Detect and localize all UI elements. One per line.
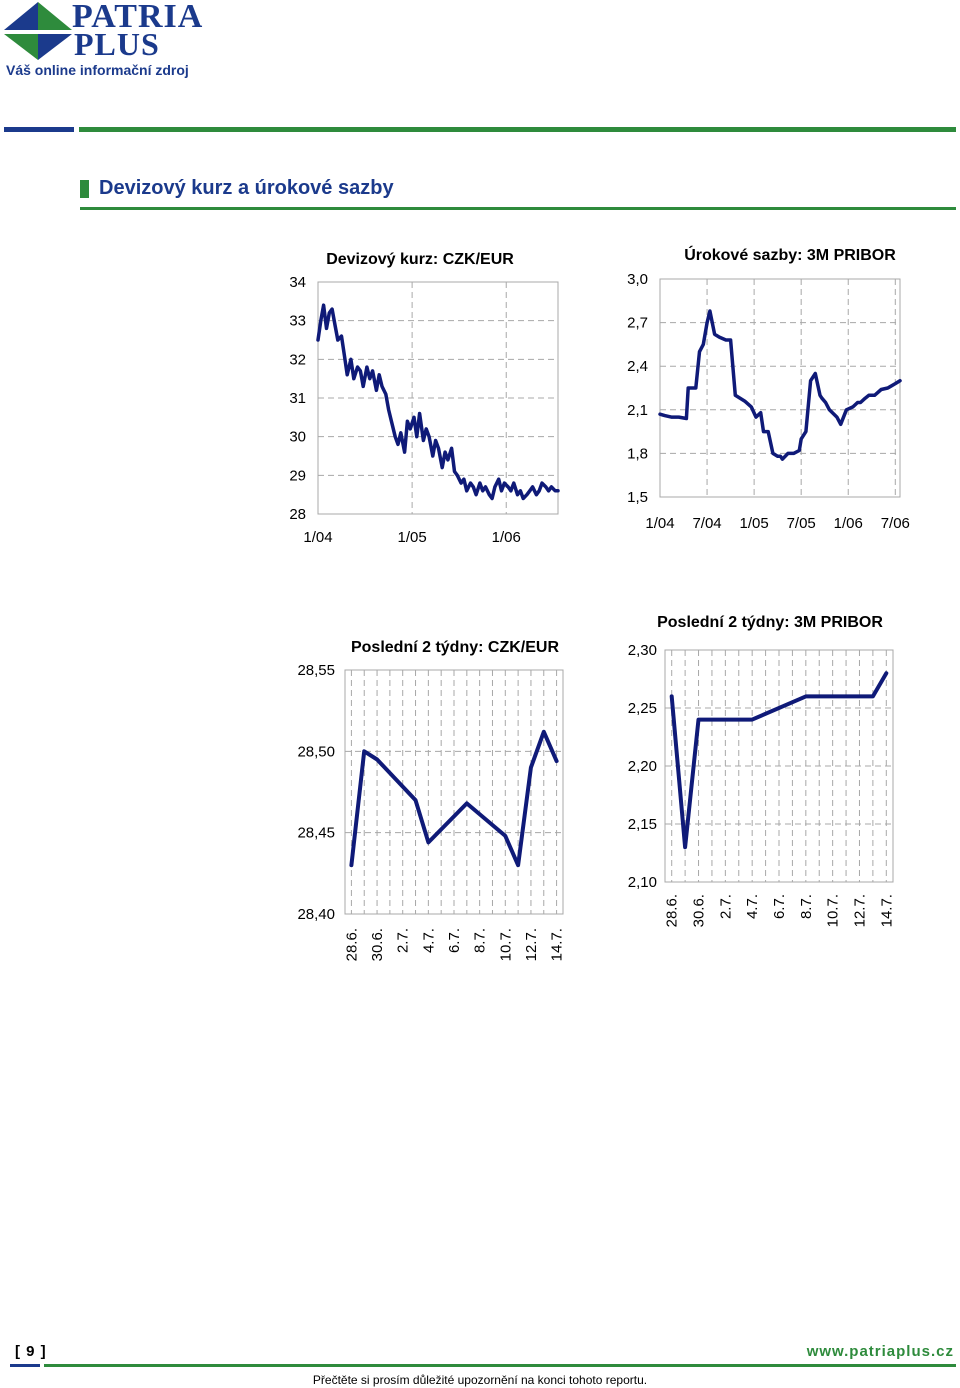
section-title: Devizový kurz a úrokové sazby [99, 177, 394, 199]
x-tick-label: 1/04 [303, 529, 332, 546]
disclaimer-note: Přečtěte si prosím důležité upozornění n… [312, 1373, 648, 1387]
y-tick-label: 28,55 [297, 662, 335, 679]
footer-rule-blue [10, 1364, 40, 1367]
x-tick-label: 12.7. [523, 928, 540, 961]
chart-title: Poslední 2 týdny: 3M PRIBOR [657, 614, 883, 631]
patria-plus-logo[interactable]: PATRIA PLUS Váš online informační zdroj [0, 0, 215, 82]
x-tick-label: 14.7. [549, 928, 566, 961]
y-tick-label: 2,20 [628, 758, 657, 775]
y-tick-label: 31 [289, 390, 306, 407]
x-tick-label: 12.7. [851, 894, 868, 927]
x-tick-label: 7/04 [692, 515, 721, 532]
y-tick-label: 2,30 [628, 642, 657, 659]
page-number: [ 9 ] [15, 1343, 47, 1360]
y-tick-label: 2,1 [627, 402, 648, 419]
y-tick-label: 34 [289, 274, 306, 291]
y-tick-label: 30 [289, 429, 306, 446]
x-tick-label: 30.6. [369, 928, 386, 961]
logo-mark-icon [4, 2, 72, 60]
logo-word-plus: PLUS [74, 26, 160, 62]
chart-title: Devizový kurz: CZK/EUR [326, 251, 514, 268]
chart-czk-eur-short: 28,55 28,50 28,45 28,40 28.6. 30.6. 2.7. 4.7. 6.… [297, 639, 566, 961]
y-tick-label: 28,50 [297, 743, 335, 760]
y-tick-label: 1,8 [627, 445, 648, 462]
x-tick-label: 6.7. [446, 928, 463, 953]
y-tick-label: 2,15 [628, 816, 657, 833]
series-line [316, 303, 560, 501]
chart-czk-eur-long: 34 33 32 31 30 29 28 1/04 1/05 1/06 Devizový kurz:… [289, 251, 560, 546]
x-tick-label: 30.6. [691, 894, 708, 927]
y-tick-label: 29 [289, 467, 306, 484]
x-tick-label: 4.7. [420, 928, 437, 953]
x-tick-label: 28.6. [664, 894, 681, 927]
y-tick-label: 2,10 [628, 874, 657, 891]
header-rule-blue [4, 127, 74, 132]
series-line [349, 729, 559, 868]
y-tick-label: 3,0 [627, 271, 648, 288]
y-tick-label: 32 [289, 351, 306, 368]
section-rule [80, 207, 956, 210]
y-tick-label: 2,4 [627, 358, 648, 375]
y-tick-label: 1,5 [627, 489, 648, 506]
x-tick-label: 1/05 [398, 529, 427, 546]
series-line [658, 309, 902, 461]
x-tick-label: 2.7. [395, 928, 412, 953]
x-tick-label: 1/06 [492, 529, 521, 546]
y-tick-label: 28,40 [297, 906, 335, 923]
x-tick-label: 10.7. [497, 928, 514, 961]
x-tick-label: 14.7. [878, 894, 895, 927]
x-tick-label: 6.7. [771, 894, 788, 919]
x-tick-label: 8.7. [798, 894, 815, 919]
section-marker [80, 180, 89, 198]
x-tick-label: 1/04 [645, 515, 674, 532]
chart-title: Poslední 2 týdny: CZK/EUR [351, 639, 559, 656]
x-tick-label: 28.6. [343, 928, 360, 961]
y-tick-label: 2,7 [627, 315, 648, 332]
logo-tagline: Váš online informační zdroj [6, 62, 189, 78]
x-tick-label: 8.7. [472, 928, 489, 953]
chart-title: Úrokové sazby: 3M PRIBOR [684, 245, 896, 264]
logo-word-patria: PATRIA [72, 0, 204, 35]
chart-pribor-short: 2,30 2,25 2,20 2,15 2,10 28.6. 30.6. 2.7. 4.7. 6.… [628, 614, 895, 927]
chart-pribor-long: 3,0 2,7 2,4 2,1 1,8 1,5 1/04 7/04 1/05 7/05 1/06 7/… [627, 245, 910, 532]
x-tick-label: 10.7. [825, 894, 842, 927]
x-tick-label: 7/06 [881, 515, 910, 532]
y-tick-label: 33 [289, 313, 306, 330]
x-tick-label: 7/05 [787, 515, 816, 532]
series-line [669, 671, 889, 850]
x-tick-label: 1/05 [740, 515, 769, 532]
website-link[interactable]: www.patriaplus.cz [806, 1343, 954, 1360]
x-tick-label: 1/06 [834, 515, 863, 532]
x-tick-label: 2.7. [717, 894, 734, 919]
y-tick-label: 28,45 [297, 825, 335, 842]
y-tick-label: 2,25 [628, 700, 657, 717]
x-tick-label: 4.7. [744, 894, 761, 919]
y-tick-label: 28 [289, 506, 306, 523]
footer-rule-green [44, 1364, 956, 1367]
header-rule-green [79, 127, 956, 132]
